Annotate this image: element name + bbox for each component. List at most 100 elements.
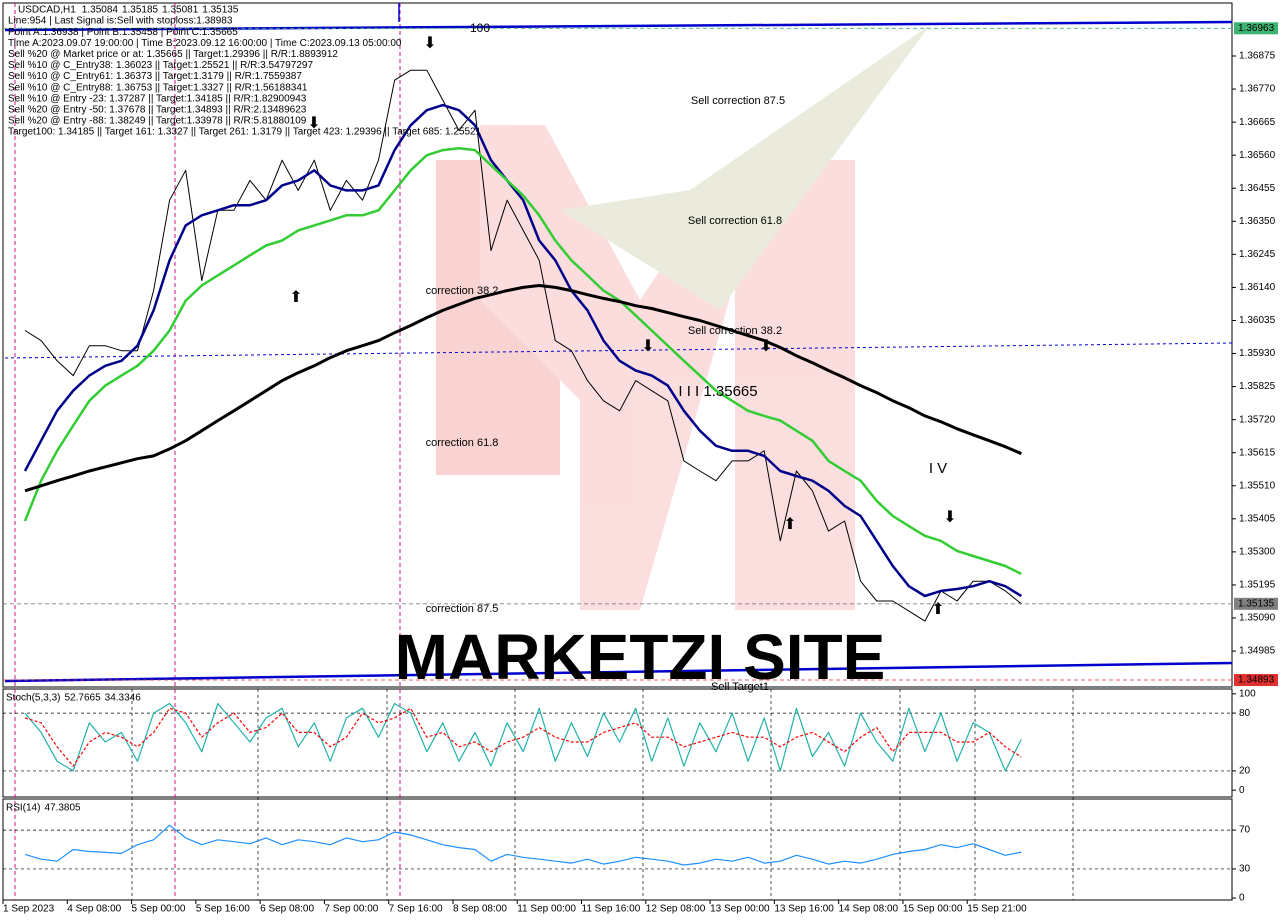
y-tick-label: 1.36245 (1239, 249, 1276, 260)
series-line (24, 707, 1022, 767)
annotation: 100 (470, 21, 490, 35)
x-tick-label: 6 Sep 08:00 (260, 904, 314, 915)
x-tick-label: 7 Sep 00:00 (324, 904, 378, 915)
annotation: Sell correction 61.8 (688, 215, 782, 227)
info-line: Time A:2023.09.07 19:00:00 | Time B:2023… (8, 38, 402, 49)
svg-text:⬇: ⬇ (641, 338, 654, 355)
ohlc-value: 1.35185 (122, 5, 159, 16)
info-line: Sell %10 @ Entry -23: 1.37287 || Target:… (8, 93, 307, 104)
series-line (24, 284, 1022, 493)
y-tick-label: 1.35930 (1239, 348, 1276, 359)
series-line (23, 103, 1022, 598)
x-tick-label: 13 Sep 00:00 (710, 904, 770, 915)
price-label: 1.34893 (1238, 675, 1275, 686)
y-tick-label: 1.35405 (1239, 513, 1276, 524)
indicator-value: 52.7665 (64, 693, 101, 704)
info-line: Point A:1.36938 | Point B:1.35458 | Poin… (8, 27, 238, 38)
info-line: Sell %20 @ Entry -88: 1.38249 || Target:… (8, 116, 307, 127)
x-tick-label: 15 Sep 21:00 (967, 904, 1027, 915)
y-tick-label: 1.35615 (1239, 447, 1276, 458)
price-label-box (1234, 674, 1278, 687)
annotation: MARKETZI SITE (395, 621, 886, 693)
y-tick-label: 100 (1239, 688, 1256, 699)
ohlc-value: 1.35081 (162, 5, 199, 16)
svg-text:⬆: ⬆ (931, 601, 944, 618)
rsi-panel (2, 798, 1233, 901)
y-tick-label: 0 (1239, 893, 1245, 904)
signal-arrows: ⬇ ⬇ ⬇ ⬇ ⬇ ⬆ ⬆ ⬆ (289, 35, 956, 618)
x-tick-label: 15 Sep 00:00 (903, 904, 963, 915)
y-tick-label: 1.35720 (1239, 414, 1276, 425)
watermark-logo (436, 25, 930, 610)
info-line: Sell %20 @ Market price or at: 1.35665 |… (8, 49, 338, 60)
y-tick-label: 0 (1239, 785, 1245, 796)
annotation: correction 61.8 (426, 437, 499, 449)
price-label: 1.35135 (1238, 598, 1275, 609)
series-line (24, 702, 1022, 772)
annotation: correction 38.2 (426, 285, 499, 297)
logo-shape (480, 125, 855, 610)
info-line: Target100: 1.34185 || Target 161: 1.3327… (8, 127, 482, 138)
info-line: Line:954 | Last Signal is:Sell with stop… (8, 16, 233, 27)
vertical-grid (131, 689, 1074, 900)
y-tick-label: 20 (1239, 766, 1251, 777)
annotation: I V (929, 460, 947, 477)
x-tick-label: 14 Sep 08:00 (839, 904, 899, 915)
y-tick-label: 1.36665 (1239, 117, 1276, 128)
indicator-label: Stoch(5,3,3) (6, 693, 60, 704)
annotation: Sell correction 38.2 (688, 325, 782, 337)
info-line: Sell %10 @ C_Entry88: 1.36753 || Target:… (8, 82, 308, 93)
x-tick-label: 13 Sep 16:00 (774, 904, 834, 915)
annotation: Sell Target1 (711, 681, 769, 693)
y-tick-label: 1.35195 (1239, 580, 1276, 591)
info-line: Sell %20 @ Entry -50: 1.37678 || Target:… (8, 105, 307, 116)
logo-shape (436, 160, 560, 475)
series-line (24, 69, 1022, 622)
y-tick-label: 1.36350 (1239, 216, 1276, 227)
price-label-box (1234, 597, 1278, 610)
y-tick-label: 1.35300 (1239, 547, 1276, 558)
x-tick-label: 5 Sep 16:00 (196, 904, 250, 915)
y-tick-label: 80 (1239, 708, 1251, 719)
y-tick-label: 1.36140 (1239, 282, 1276, 293)
logo-shape (560, 25, 930, 310)
y-tick-label: 1.35090 (1239, 613, 1276, 624)
indicator-value: 47.3805 (44, 803, 81, 814)
svg-text:⬆: ⬆ (289, 289, 302, 306)
series-line (24, 824, 1022, 866)
ohlc-value: 1.35084 (82, 5, 119, 16)
stoch-panel (2, 688, 1233, 798)
x-tick-label: 11 Sep 16:00 (582, 904, 641, 915)
y-tick-label: 1.36770 (1239, 84, 1276, 95)
x-tick-label: 5 Sep 00:00 (132, 904, 186, 915)
y-tick-label: 1.34985 (1239, 646, 1276, 657)
x-tick-label: 12 Sep 08:00 (646, 904, 706, 915)
svg-text:⬇: ⬇ (943, 509, 956, 526)
y-tick-label: 70 (1239, 825, 1251, 836)
x-tick-label: 4 Sep 08:00 (67, 904, 121, 915)
indicator-label: RSI(14) (6, 803, 40, 814)
symbol: USDCAD,H1 (18, 5, 76, 16)
info-line: Sell %10 @ C_Entry38: 1.36023 || Target:… (8, 60, 313, 71)
annotation: Sell correction 87.5 (691, 95, 785, 107)
y-tick-label: 1.35825 (1239, 381, 1276, 392)
svg-text:⬇: ⬇ (423, 35, 436, 52)
indicator-value: 34.3346 (105, 693, 142, 704)
trend-line (4, 342, 1233, 359)
series-line (23, 147, 1022, 576)
annotation: correction 87.5 (426, 603, 499, 615)
annotation: I I I 1.35665 (678, 383, 757, 400)
x-tick-label: 11 Sep 00:00 (517, 904, 576, 915)
y-tick-label: 1.36875 (1239, 51, 1276, 62)
info-line: Sell %10 @ C_Entry61: 1.36373 || Target:… (8, 71, 302, 82)
y-tick-label: 1.36560 (1239, 150, 1276, 161)
svg-text:⬆: ⬆ (783, 516, 796, 533)
y-tick-label: 30 (1239, 864, 1251, 875)
y-tick-label: 1.36455 (1239, 183, 1276, 194)
trend-line (4, 661, 1233, 683)
x-tick-label: 1 Sep 2023 (3, 904, 55, 915)
x-tick-label: 8 Sep 08:00 (453, 904, 507, 915)
price-label: 1.36963 (1238, 23, 1275, 34)
